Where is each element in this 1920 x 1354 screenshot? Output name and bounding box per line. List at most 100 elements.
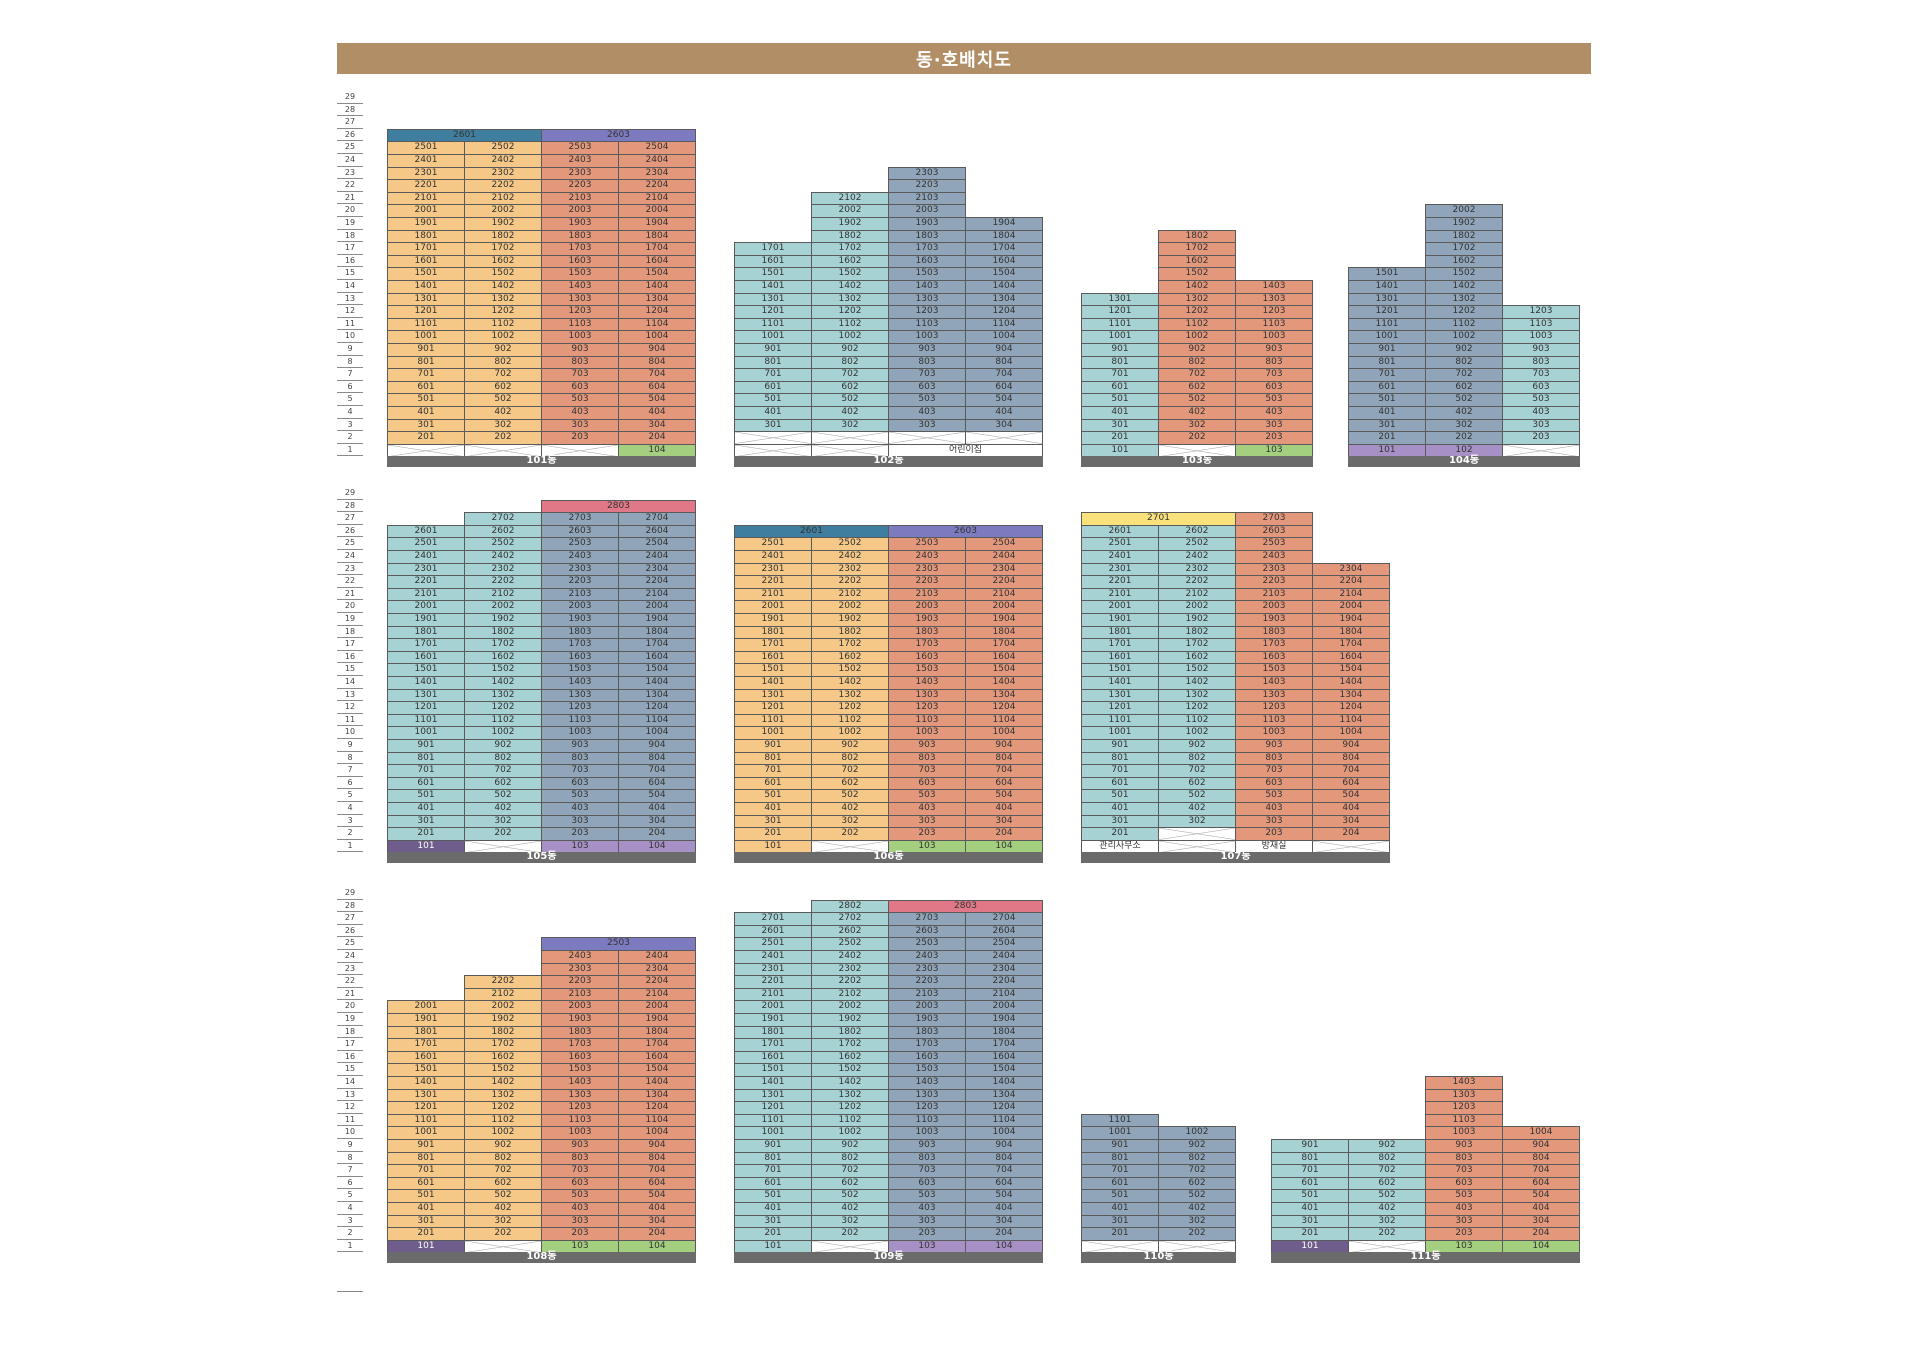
unit-cell: 2501 — [734, 937, 812, 951]
unit-cell: 903 — [888, 739, 966, 753]
unit-cell: 1501 — [387, 663, 465, 677]
unit-cell: 1701 — [387, 1038, 465, 1052]
unit-cell: 2103 — [541, 987, 619, 1002]
unit-cell: 2502 — [1158, 537, 1236, 551]
unit-cell: 702 — [1158, 368, 1236, 382]
unit-cell: 1904 — [965, 613, 1043, 627]
unit-cell: 2104 — [965, 587, 1043, 602]
unit-cell: 502 — [464, 393, 542, 407]
unit-cell: 901 — [387, 1139, 465, 1153]
floor-label: 9 — [337, 343, 363, 356]
unit-cell: 801 — [1271, 1151, 1349, 1166]
unit-cell: 2601 — [1081, 524, 1159, 539]
unit-cell: 1101 — [387, 1113, 465, 1128]
unit-cell: 1002 — [1158, 1126, 1236, 1140]
unit-cell: 403 — [1502, 406, 1580, 420]
unit-cell: 802 — [1348, 1151, 1426, 1166]
floor-label: 16 — [337, 255, 363, 268]
ground-unit: 101 — [1348, 443, 1426, 458]
unit-cell: 604 — [618, 776, 696, 791]
unit-cell: 1002 — [464, 726, 542, 740]
floor-label: 23 — [337, 963, 363, 976]
unit-cell: 1504 — [618, 1063, 696, 1077]
unit-cell: 1204 — [618, 1101, 696, 1115]
unit-cell: 2002 — [464, 204, 542, 218]
unit-cell: 204 — [1312, 827, 1390, 841]
unit-cell: 502 — [464, 1189, 542, 1203]
unit-cell: 1703 — [541, 242, 619, 256]
floor-label: 17 — [337, 1038, 363, 1051]
unit-cell: 2001 — [387, 204, 465, 218]
unit-cell: 1101 — [1081, 317, 1159, 332]
unit-cell: 1801 — [1081, 625, 1159, 640]
unit-cell: 1301 — [734, 292, 812, 307]
ground-unit: 104 — [965, 839, 1043, 854]
unit-cell: 1503 — [888, 663, 966, 677]
unit-cell: 1202 — [464, 305, 542, 319]
unit-cell: 1302 — [464, 292, 542, 307]
unit-cell: 902 — [464, 343, 542, 357]
unit-cell: 603 — [1425, 1176, 1503, 1191]
unit-cell: 2304 — [965, 562, 1043, 577]
unit-cell: 1003 — [541, 330, 619, 344]
unit-cell: 402 — [1425, 406, 1503, 420]
unit-cell: 804 — [965, 1151, 1043, 1166]
unit-cell: 1504 — [1312, 663, 1390, 677]
unit-cell: 1302 — [464, 1088, 542, 1103]
unit-cell: 301 — [734, 1214, 812, 1229]
unit-cell: 1301 — [1081, 688, 1159, 703]
unit-cell: 1702 — [1158, 242, 1236, 256]
unit-cell: 1703 — [888, 242, 966, 256]
unit-cell: 1203 — [888, 701, 966, 715]
unit-cell: 1901 — [387, 217, 465, 231]
unit-cell: 2604 — [618, 524, 696, 539]
unit-cell: 802 — [464, 1151, 542, 1166]
unit-cell: 2404 — [965, 950, 1043, 964]
building-name-label: 104동 — [1348, 456, 1580, 468]
unit-cell: 1502 — [811, 1063, 889, 1077]
unit-cell: 301 — [387, 1214, 465, 1229]
unit-cell: 1501 — [734, 1063, 812, 1077]
unit-cell: 204 — [618, 827, 696, 841]
unit-cell: 1702 — [464, 1038, 542, 1052]
unit-cell: 1602 — [464, 1050, 542, 1065]
unit-cell: 2302 — [464, 562, 542, 577]
unit-cell: 1201 — [734, 305, 812, 319]
unit-cell: 2401 — [734, 950, 812, 964]
top-unit-cell: 2701 — [1081, 512, 1236, 526]
unit-cell: 704 — [1312, 764, 1390, 778]
unit-cell: 1402 — [1425, 280, 1503, 294]
unit-cell: 303 — [1235, 814, 1313, 829]
unit-cell: 1204 — [965, 701, 1043, 715]
unit-cell: 1001 — [734, 1126, 812, 1140]
unit-cell: 1401 — [734, 280, 812, 294]
unit-cell: 1103 — [888, 317, 966, 332]
unit-cell: 1303 — [888, 1088, 966, 1103]
floor-label: 7 — [337, 368, 363, 381]
unit-cell: 1204 — [965, 1101, 1043, 1115]
unit-cell: 1002 — [811, 330, 889, 344]
unit-cell: 902 — [464, 1139, 542, 1153]
unit-cell: 2303 — [541, 962, 619, 977]
ground-unit: 101 — [387, 1239, 465, 1254]
unit-cell: 1303 — [888, 292, 966, 307]
unit-cell: 1703 — [1235, 638, 1313, 652]
building-name-label: 105동 — [387, 852, 696, 864]
unit-cell: 2101 — [734, 587, 812, 602]
unit-cell: 2104 — [1312, 587, 1390, 602]
unit-cell: 1601 — [734, 650, 812, 665]
unit-cell: 1502 — [811, 267, 889, 281]
unit-cell: 1601 — [387, 254, 465, 269]
unit-cell: 2002 — [811, 1000, 889, 1014]
unit-cell: 602 — [464, 1176, 542, 1191]
ground-unit: 103 — [1235, 443, 1313, 458]
unit-cell: 404 — [618, 406, 696, 420]
unit-cell: 2404 — [618, 154, 696, 168]
unit-cell: 1802 — [1158, 229, 1236, 244]
unit-cell: 1401 — [387, 280, 465, 294]
unit-cell: 601 — [387, 380, 465, 395]
unit-cell: 2004 — [1312, 600, 1390, 614]
unit-cell: 1902 — [464, 613, 542, 627]
building-name-label: 110동 — [1081, 1252, 1236, 1264]
unit-cell: 801 — [734, 355, 812, 370]
